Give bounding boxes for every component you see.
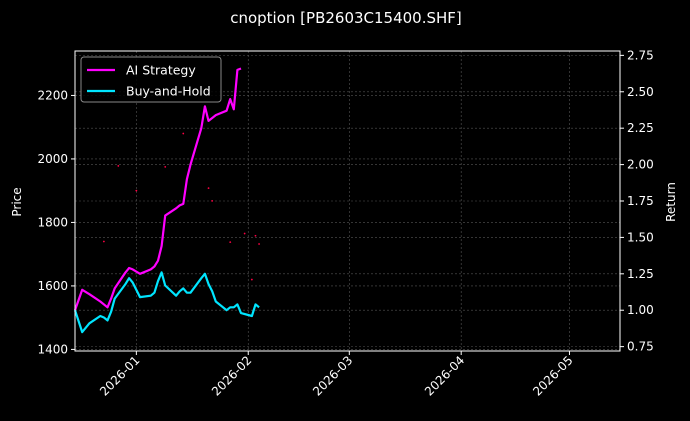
y2-tick-label-4: 1.75: [627, 194, 654, 208]
price-marker-7: [229, 241, 232, 244]
legend-label-0: AI Strategy: [126, 63, 196, 78]
y2-tick-label-5: 2.00: [627, 158, 654, 172]
price-marker-9: [250, 278, 253, 281]
legend-box: [80, 56, 222, 103]
y2-axis-label: Return: [664, 182, 678, 222]
y2-tick-label-1: 1.00: [627, 303, 654, 317]
series-line-0: [73, 67, 242, 311]
price-marker-6: [211, 199, 214, 202]
series-lines: [73, 67, 260, 334]
y2-tick-label-0: 0.75: [627, 340, 654, 354]
y2-tick-label-8: 2.75: [627, 48, 654, 62]
price-marker-0: [102, 240, 105, 243]
y2-tick-label-7: 2.50: [627, 85, 654, 99]
y-tick-label-1: 1600: [37, 279, 68, 293]
y-tick-label-0: 1400: [37, 342, 68, 356]
legend-label-1: Buy-and-Hold: [126, 84, 211, 99]
y2-tick-label-6: 2.25: [627, 121, 654, 135]
price-marker-8: [243, 232, 246, 235]
legend: AI Strategy Buy-and-Hold: [80, 56, 222, 103]
price-marker-4: [182, 132, 185, 135]
y2-tick-label-2: 1.25: [627, 267, 654, 281]
price-marker-1: [117, 165, 120, 167]
y-tick-label-2: 1800: [37, 215, 68, 229]
y-axis-label: Price: [10, 187, 24, 216]
chart-title: cnoption [PB2603C15400.SHF]: [230, 9, 462, 27]
price-markers: [102, 132, 260, 281]
price-marker-5: [207, 187, 210, 190]
price-marker-3: [164, 165, 167, 168]
y-tick-label-3: 2000: [37, 152, 68, 166]
price-marker-10: [254, 234, 257, 237]
series-line-1: [73, 271, 260, 334]
price-marker-2: [135, 189, 138, 192]
y-tick-label-4: 2200: [37, 88, 68, 102]
grid: [75, 51, 620, 351]
price-marker-11: [258, 243, 260, 245]
y2-tick-label-3: 1.50: [627, 230, 654, 244]
